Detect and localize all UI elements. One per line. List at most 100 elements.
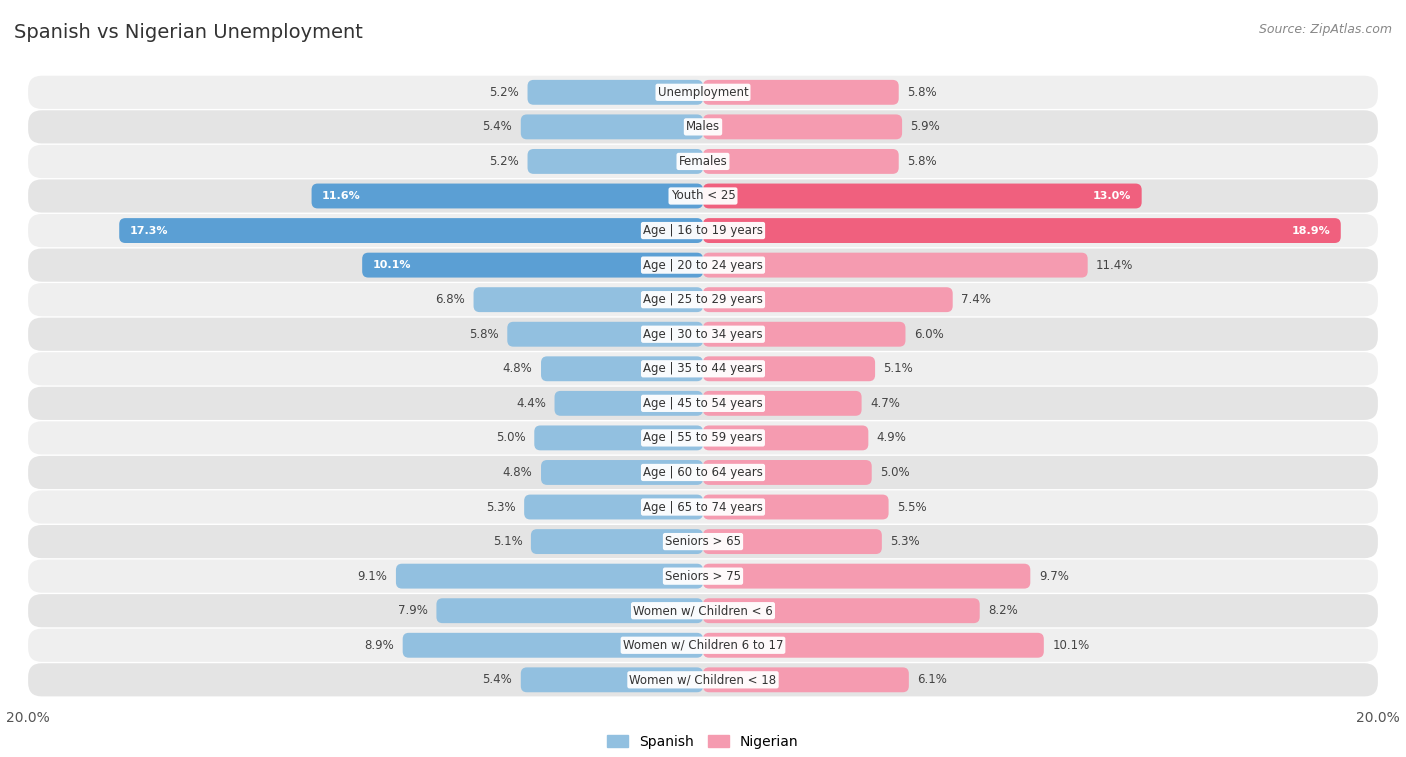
Text: Age | 60 to 64 years: Age | 60 to 64 years (643, 466, 763, 479)
FancyBboxPatch shape (312, 183, 703, 208)
Text: 6.0%: 6.0% (914, 328, 943, 341)
Text: 6.8%: 6.8% (436, 293, 465, 306)
Text: 11.4%: 11.4% (1097, 259, 1133, 272)
Text: 8.9%: 8.9% (364, 639, 394, 652)
Text: 18.9%: 18.9% (1292, 226, 1330, 235)
Text: 13.0%: 13.0% (1094, 191, 1132, 201)
FancyBboxPatch shape (28, 663, 1378, 696)
Text: 9.7%: 9.7% (1039, 570, 1069, 583)
Text: Age | 25 to 29 years: Age | 25 to 29 years (643, 293, 763, 306)
Legend: Spanish, Nigerian: Spanish, Nigerian (602, 729, 804, 754)
FancyBboxPatch shape (541, 460, 703, 485)
Text: 10.1%: 10.1% (1052, 639, 1090, 652)
FancyBboxPatch shape (524, 494, 703, 519)
FancyBboxPatch shape (28, 456, 1378, 489)
Text: 7.4%: 7.4% (962, 293, 991, 306)
FancyBboxPatch shape (520, 114, 703, 139)
Text: Age | 65 to 74 years: Age | 65 to 74 years (643, 500, 763, 513)
FancyBboxPatch shape (396, 564, 703, 589)
Text: 4.8%: 4.8% (503, 466, 533, 479)
Text: Age | 35 to 44 years: Age | 35 to 44 years (643, 363, 763, 375)
FancyBboxPatch shape (703, 494, 889, 519)
FancyBboxPatch shape (703, 357, 875, 382)
Text: 5.4%: 5.4% (482, 673, 512, 687)
Text: 10.1%: 10.1% (373, 260, 411, 270)
FancyBboxPatch shape (703, 564, 1031, 589)
FancyBboxPatch shape (363, 253, 703, 278)
Text: Age | 55 to 59 years: Age | 55 to 59 years (643, 431, 763, 444)
Text: Males: Males (686, 120, 720, 133)
Text: 5.1%: 5.1% (883, 363, 914, 375)
Text: Source: ZipAtlas.com: Source: ZipAtlas.com (1258, 23, 1392, 36)
FancyBboxPatch shape (703, 322, 905, 347)
FancyBboxPatch shape (28, 283, 1378, 316)
FancyBboxPatch shape (703, 287, 953, 312)
FancyBboxPatch shape (28, 248, 1378, 282)
FancyBboxPatch shape (703, 253, 1088, 278)
FancyBboxPatch shape (436, 598, 703, 623)
FancyBboxPatch shape (703, 391, 862, 416)
Text: Seniors > 75: Seniors > 75 (665, 570, 741, 583)
FancyBboxPatch shape (28, 422, 1378, 454)
FancyBboxPatch shape (28, 111, 1378, 144)
Text: 5.8%: 5.8% (907, 86, 936, 99)
Text: Women w/ Children < 6: Women w/ Children < 6 (633, 604, 773, 617)
FancyBboxPatch shape (28, 76, 1378, 109)
Text: Youth < 25: Youth < 25 (671, 189, 735, 202)
Text: 17.3%: 17.3% (129, 226, 167, 235)
Text: Age | 20 to 24 years: Age | 20 to 24 years (643, 259, 763, 272)
FancyBboxPatch shape (28, 145, 1378, 178)
FancyBboxPatch shape (28, 318, 1378, 350)
Text: 5.2%: 5.2% (489, 155, 519, 168)
Text: Females: Females (679, 155, 727, 168)
FancyBboxPatch shape (28, 559, 1378, 593)
Text: 6.1%: 6.1% (917, 673, 948, 687)
Text: 4.7%: 4.7% (870, 397, 900, 410)
FancyBboxPatch shape (28, 491, 1378, 524)
FancyBboxPatch shape (508, 322, 703, 347)
FancyBboxPatch shape (703, 425, 869, 450)
Text: 5.8%: 5.8% (470, 328, 499, 341)
Text: 5.3%: 5.3% (890, 535, 920, 548)
FancyBboxPatch shape (28, 628, 1378, 662)
Text: 5.2%: 5.2% (489, 86, 519, 99)
FancyBboxPatch shape (531, 529, 703, 554)
FancyBboxPatch shape (534, 425, 703, 450)
Text: 7.9%: 7.9% (398, 604, 427, 617)
FancyBboxPatch shape (703, 668, 908, 692)
Text: 11.6%: 11.6% (322, 191, 360, 201)
FancyBboxPatch shape (474, 287, 703, 312)
FancyBboxPatch shape (120, 218, 703, 243)
FancyBboxPatch shape (28, 594, 1378, 628)
FancyBboxPatch shape (527, 80, 703, 104)
Text: 5.4%: 5.4% (482, 120, 512, 133)
Text: 4.4%: 4.4% (516, 397, 546, 410)
FancyBboxPatch shape (554, 391, 703, 416)
FancyBboxPatch shape (28, 214, 1378, 247)
Text: Seniors > 65: Seniors > 65 (665, 535, 741, 548)
FancyBboxPatch shape (703, 80, 898, 104)
FancyBboxPatch shape (520, 668, 703, 692)
Text: 5.0%: 5.0% (880, 466, 910, 479)
FancyBboxPatch shape (703, 218, 1341, 243)
Text: 5.8%: 5.8% (907, 155, 936, 168)
FancyBboxPatch shape (703, 183, 1142, 208)
FancyBboxPatch shape (402, 633, 703, 658)
FancyBboxPatch shape (28, 352, 1378, 385)
Text: 8.2%: 8.2% (988, 604, 1018, 617)
Text: 5.5%: 5.5% (897, 500, 927, 513)
Text: 5.3%: 5.3% (486, 500, 516, 513)
Text: Women w/ Children < 18: Women w/ Children < 18 (630, 673, 776, 687)
Text: Age | 30 to 34 years: Age | 30 to 34 years (643, 328, 763, 341)
Text: Age | 16 to 19 years: Age | 16 to 19 years (643, 224, 763, 237)
FancyBboxPatch shape (703, 460, 872, 485)
Text: 5.0%: 5.0% (496, 431, 526, 444)
Text: 4.8%: 4.8% (503, 363, 533, 375)
Text: Unemployment: Unemployment (658, 86, 748, 99)
FancyBboxPatch shape (703, 114, 903, 139)
Text: 5.1%: 5.1% (492, 535, 523, 548)
FancyBboxPatch shape (703, 598, 980, 623)
Text: Spanish vs Nigerian Unemployment: Spanish vs Nigerian Unemployment (14, 23, 363, 42)
Text: 4.9%: 4.9% (877, 431, 907, 444)
FancyBboxPatch shape (28, 179, 1378, 213)
